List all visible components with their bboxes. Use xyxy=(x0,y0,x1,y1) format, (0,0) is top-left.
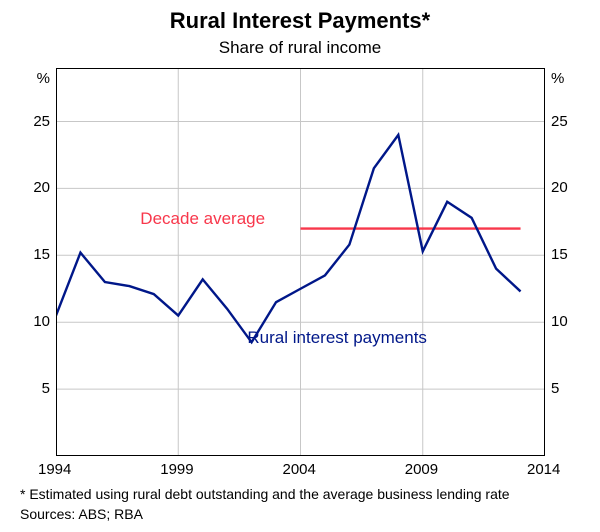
y-tick-left: 25 xyxy=(33,113,50,130)
y-tick-right: 20 xyxy=(551,179,568,196)
chart-plot xyxy=(56,68,545,456)
y-tick-left: 10 xyxy=(33,313,50,330)
y-tick-right: 10 xyxy=(551,313,568,330)
chart-footnote: * Estimated using rural debt outstanding… xyxy=(20,486,580,502)
label-decade-average: Decade average xyxy=(140,209,265,229)
y-unit-right: % xyxy=(551,70,564,87)
y-unit-left: % xyxy=(37,70,50,87)
y-tick-right: 5 xyxy=(551,380,559,397)
y-tick-left: 15 xyxy=(33,246,50,263)
x-tick: 2004 xyxy=(283,461,316,478)
y-tick-right: 25 xyxy=(551,113,568,130)
y-tick-left: 20 xyxy=(33,179,50,196)
chart-sources: Sources: ABS; RBA xyxy=(20,506,143,522)
x-tick: 1994 xyxy=(38,461,71,478)
x-tick: 2009 xyxy=(405,461,438,478)
chart-subtitle: Share of rural income xyxy=(0,38,600,58)
chart-title: Rural Interest Payments* xyxy=(0,8,600,34)
label-rural-interest-payments: Rural interest payments xyxy=(247,328,427,348)
y-tick-left: 5 xyxy=(42,380,50,397)
chart-container: Rural Interest Payments* Share of rural … xyxy=(0,0,600,532)
y-tick-right: 15 xyxy=(551,246,568,263)
x-tick: 1999 xyxy=(160,461,193,478)
x-tick: 2014 xyxy=(527,461,560,478)
